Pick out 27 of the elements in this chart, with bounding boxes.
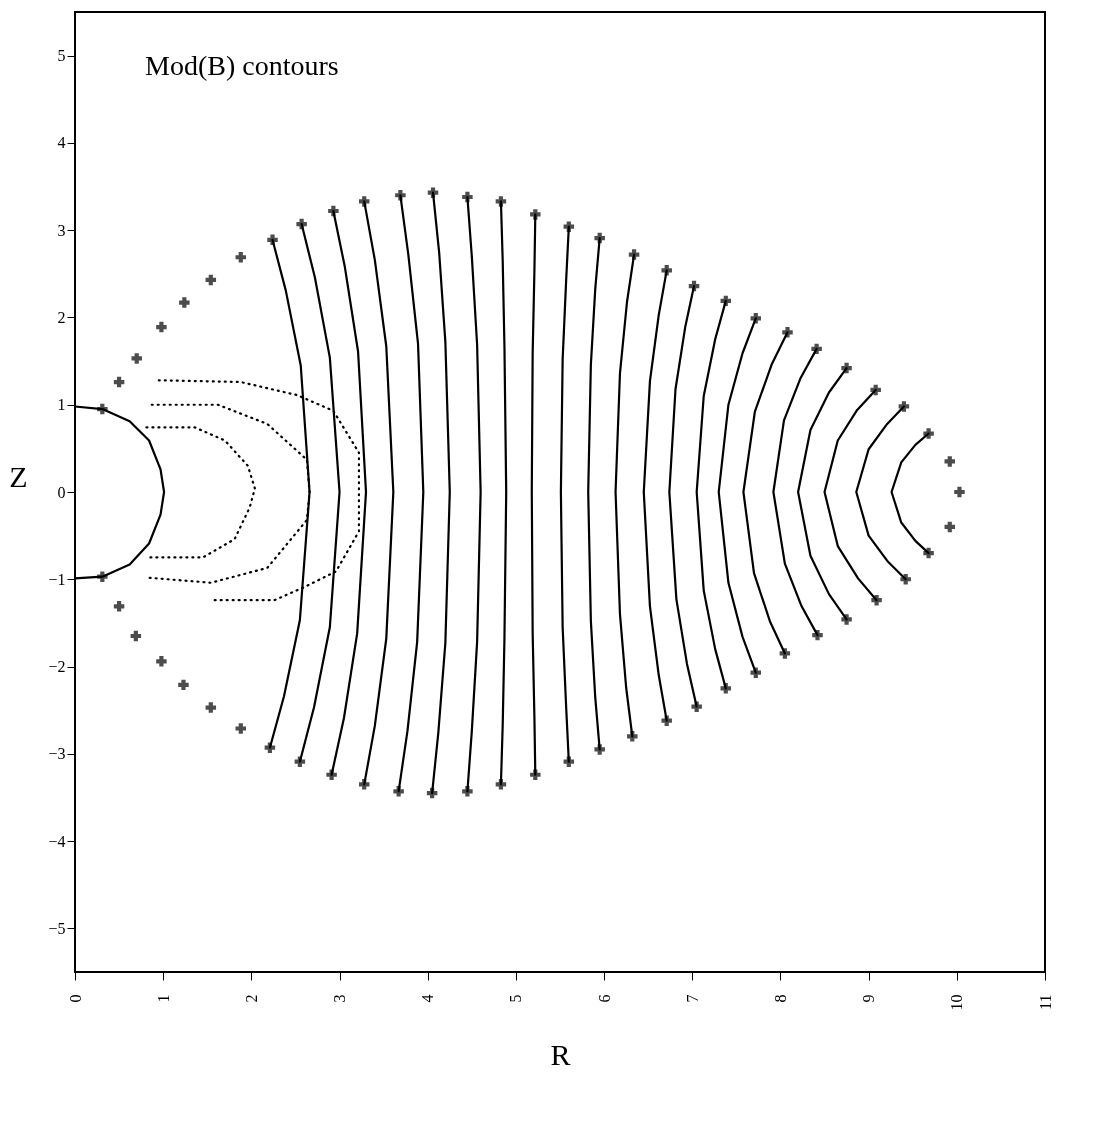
y-tick-label: 1 (57, 396, 66, 414)
x-tick-label: 7 (683, 994, 701, 1003)
x-axis-title: R (550, 1037, 571, 1071)
line-series (145, 426, 256, 559)
x-tick-label: 6 (595, 994, 613, 1003)
y-tick-label: 3 (57, 221, 66, 239)
x-tick-label: 4 (419, 994, 437, 1003)
y-tick-label: 0 (57, 483, 66, 501)
y-tick-label: −1 (48, 570, 66, 588)
x-tick-label: 8 (771, 994, 789, 1003)
x-tick-label: 5 (507, 994, 525, 1003)
x-tick-label: 1 (154, 994, 172, 1003)
x-tick-label: 3 (331, 994, 349, 1003)
x-tick-label: 0 (66, 994, 84, 1003)
y-tick-label: −4 (48, 832, 66, 850)
y-axis-title: Z (9, 459, 28, 493)
x-tick-label: 10 (948, 994, 966, 1011)
y-tick-label: −3 (48, 745, 66, 763)
y-tick-label: 5 (57, 47, 66, 65)
y-tick-label: −5 (48, 919, 66, 937)
y-tick-label: 4 (57, 134, 66, 152)
x-tick-label: 9 (860, 994, 878, 1003)
annotation: Mod(B) contours (145, 50, 339, 81)
x-tick-label: 2 (242, 994, 260, 1003)
y-tick-label: 2 (57, 308, 66, 326)
x-tick-label: 11 (1036, 994, 1054, 1010)
y-tick-label: −2 (48, 658, 66, 676)
